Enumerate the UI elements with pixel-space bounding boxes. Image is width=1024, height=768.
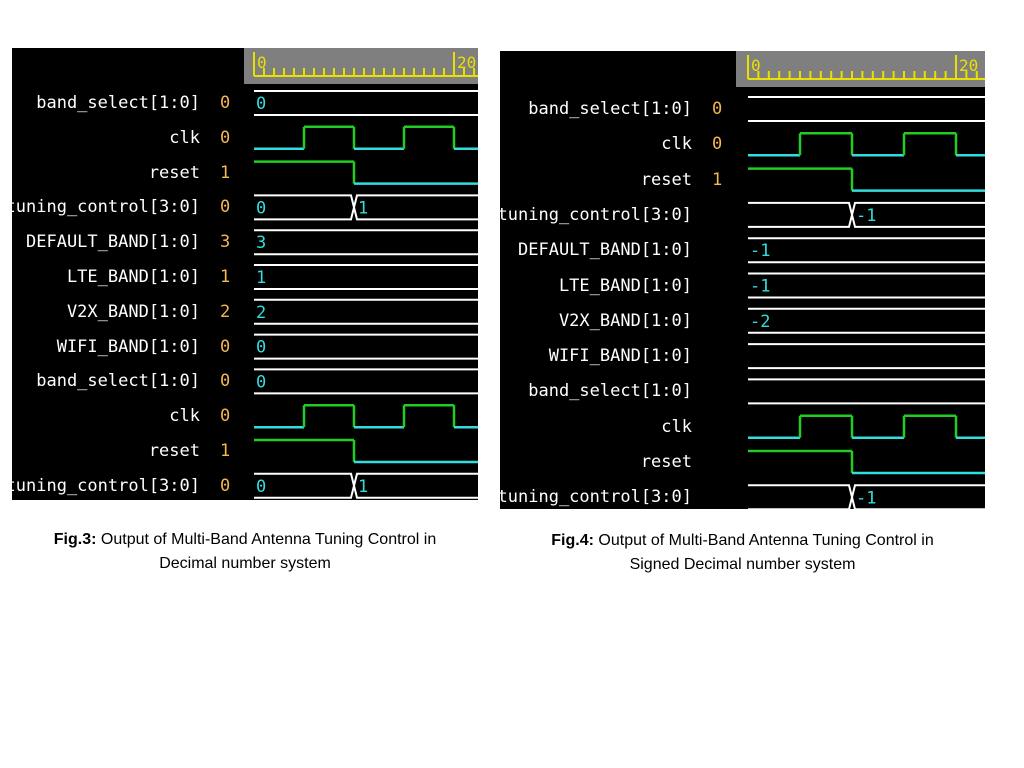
signal-value: 0 [220, 406, 231, 427]
signal-name-column: band_select[1:0] 0 clk 0 reset 1 tuning_contro… [6, 48, 244, 500]
signal-value: 3 [220, 232, 231, 253]
caption-line2: Signed Decimal number system [629, 556, 856, 573]
signal-name: DEFAULT_BAND[1:0] [26, 232, 200, 253]
figure-caption-fig3: Fig.3: Output of Multi-Band Antenna Tuni… [12, 528, 478, 576]
bus-segment-left [748, 201, 854, 228]
signal-name: tuning_control[3:0] [497, 487, 692, 508]
signal-value: 0 [220, 127, 231, 148]
signal-name: clk [169, 406, 200, 427]
bus-segment-left [748, 484, 854, 509]
signal-name: band_select[1:0] [528, 99, 692, 119]
waveform-panel-fig4: band_select[1:0] 0 clk 0 reset 1 tuning_contro… [497, 51, 985, 509]
bus-value-label: 0 [256, 338, 266, 358]
bus-value-label: 2 [256, 303, 266, 323]
bus-segment-right [850, 201, 985, 228]
signal-value: 0 [712, 99, 723, 119]
bus-value-label: 3 [256, 233, 266, 253]
signal-name: tuning_control[3:0] [5, 475, 200, 496]
signal-name: LTE_BAND[1:0] [558, 275, 692, 296]
bus-value-label: 0 [256, 198, 266, 218]
waveform-area: 0 20 -1 -1 -1 -2 -1 [747, 55, 985, 509]
signal-value: 1 [220, 162, 231, 183]
caption-label: Fig.4: [551, 532, 594, 549]
signal-name: V2X_BAND[1:0] [66, 301, 200, 322]
signal-name: clk [661, 134, 692, 155]
ruler-label-end: 20 [959, 56, 978, 75]
bus-value-label: -1 [856, 488, 876, 508]
signal-name: clk [661, 416, 692, 437]
signal-value: 0 [220, 93, 231, 113]
waveform-panel-fig3: band_select[1:0] 0 clk 0 reset 1 tuning_contro… [6, 48, 478, 500]
bus-segment-right [850, 484, 985, 509]
signal-name: band_select[1:0] [528, 381, 692, 402]
signal-value: 1 [712, 169, 723, 190]
bus-value-label: -1 [750, 277, 770, 297]
signal-name: tuning_control[3:0] [5, 197, 200, 218]
ruler-label-end: 20 [457, 53, 476, 72]
signal-value: 0 [220, 336, 231, 357]
signal-name: reset [148, 441, 200, 461]
bus-value-label: -2 [750, 312, 770, 332]
signal-name: reset [148, 162, 200, 183]
bus-value-label: -1 [750, 241, 770, 261]
signal-name: V2X_BAND[1:0] [558, 310, 692, 331]
signal-value: 1 [220, 267, 231, 287]
signal-name: DEFAULT_BAND[1:0] [518, 240, 692, 261]
bus-segment-left [254, 472, 356, 499]
signal-name: reset [640, 452, 692, 472]
signal-value: 0 [220, 197, 231, 218]
bus-value-label: -1 [856, 206, 876, 226]
bus-segment-right [352, 472, 478, 499]
caption-label: Fig.3: [53, 531, 97, 548]
bus-value-label: 1 [256, 268, 266, 288]
caption-line1: Output of Multi-Band Antenna Tuning Cont… [593, 532, 934, 549]
signal-name: LTE_BAND[1:0] [66, 267, 200, 287]
signal-name: WIFI_BAND[1:0] [548, 346, 692, 367]
bus-value-label: 0 [256, 372, 266, 392]
signal-value: 1 [220, 441, 231, 461]
figure-caption-fig4: Fig.4: Output of Multi-Band Antenna Tuni… [500, 529, 985, 577]
ruler-label-start: 0 [751, 56, 761, 75]
signal-value: 0 [712, 134, 723, 155]
bus-segment-left [254, 194, 356, 221]
bus-value-label: 1 [358, 477, 368, 497]
signal-name-column: band_select[1:0] 0 clk 0 reset 1 tuning_contro… [497, 51, 736, 509]
caption-line2: Decimal number system [159, 555, 331, 572]
caption-line1: Output of Multi-Band Antenna Tuning Cont… [96, 531, 437, 548]
bus-value-label: 1 [358, 198, 368, 218]
signal-name: reset [640, 169, 692, 190]
signal-name: clk [169, 127, 200, 148]
signal-name: tuning_control[3:0] [497, 204, 692, 225]
bus-value-label: 0 [256, 94, 266, 114]
ruler-label-start: 0 [257, 53, 267, 72]
signal-value: 0 [220, 371, 231, 392]
signal-value: 0 [220, 475, 231, 496]
signal-value: 2 [220, 301, 231, 322]
signal-name: band_select[1:0] [36, 371, 200, 392]
signal-name: WIFI_BAND[1:0] [56, 336, 200, 357]
bus-segment-right [352, 194, 478, 221]
signal-name: band_select[1:0] [36, 93, 200, 113]
bus-value-label: 0 [256, 477, 266, 497]
